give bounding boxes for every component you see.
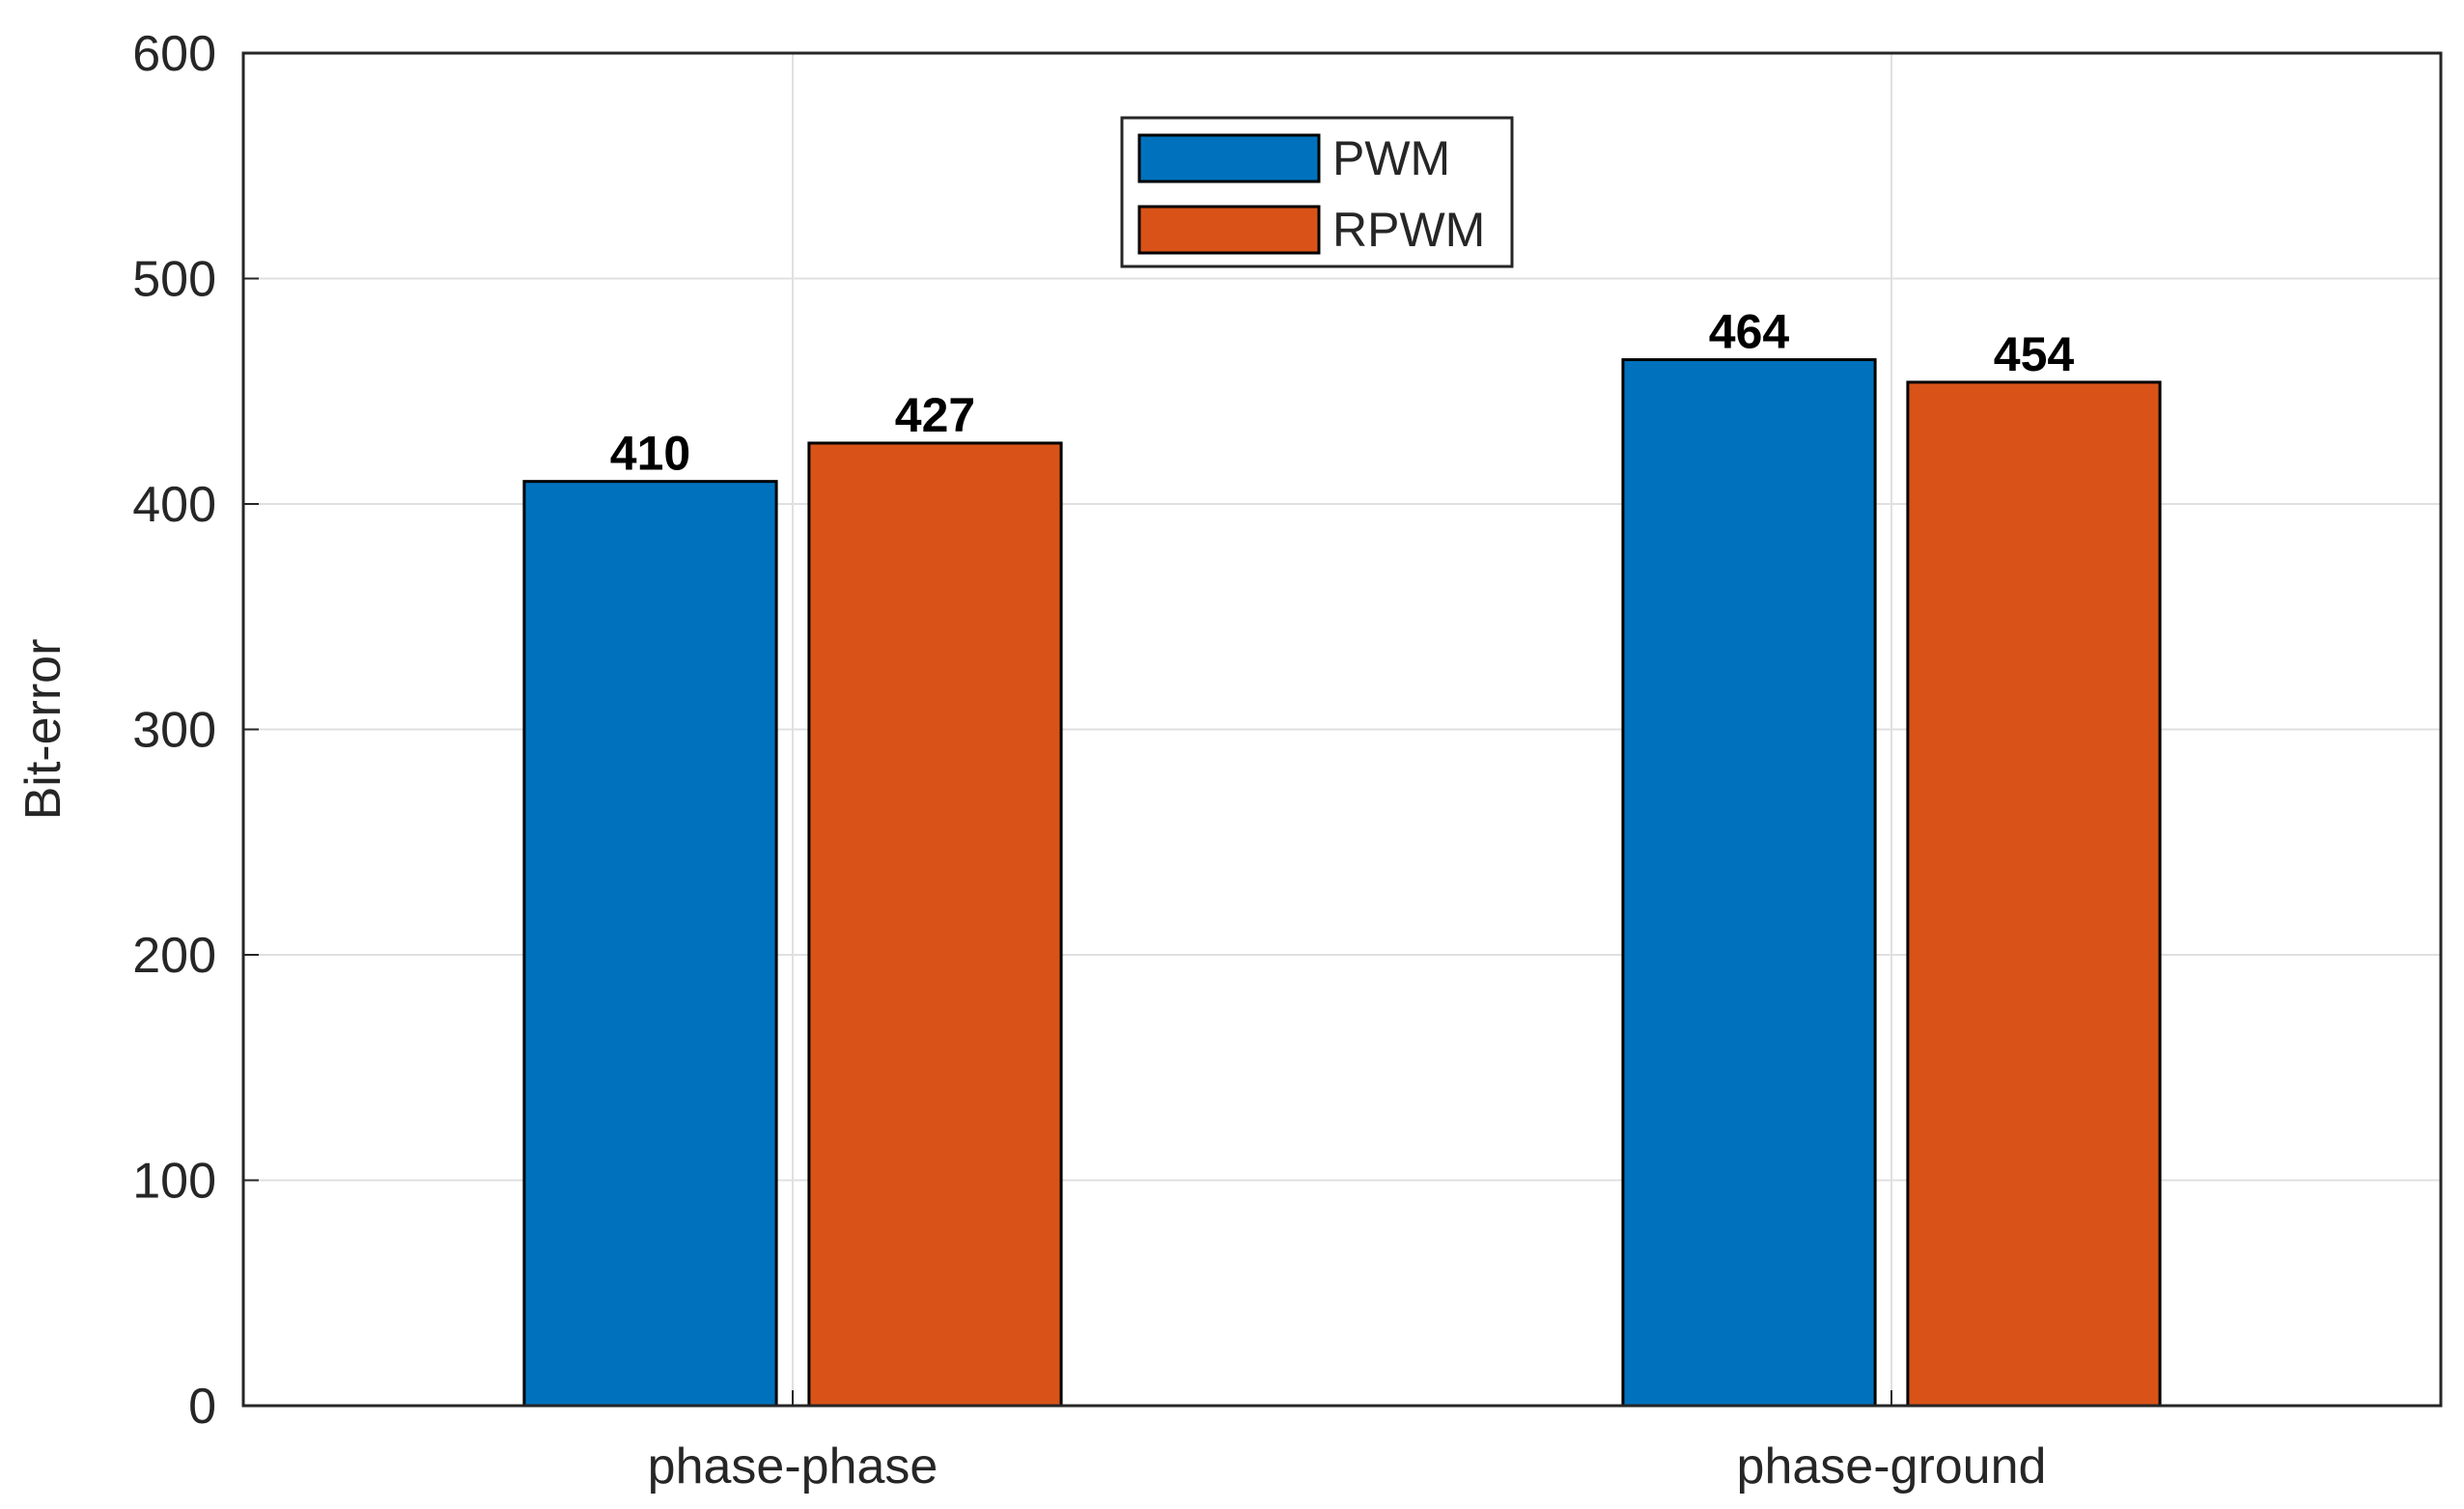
- bars: [522, 358, 2162, 1408]
- y-tick-label: 300: [132, 703, 216, 759]
- data-labels: 410 464 427 454: [610, 305, 2075, 481]
- y-tick-label: 200: [132, 928, 216, 984]
- data-label: 464: [1709, 305, 1790, 359]
- bar-rpwm-phase-phase: [807, 441, 1063, 1408]
- legend-swatch-rpwm: [1137, 205, 1321, 255]
- legend: PWM RPWM: [1120, 116, 1514, 268]
- data-label: 454: [1994, 327, 2075, 381]
- y-tick-label: 600: [132, 26, 216, 82]
- axis-ticks: 0 100 200 300 400 500 600 phase-phase phase-grou…: [132, 26, 2046, 1495]
- y-tick-label: 400: [132, 477, 216, 533]
- data-label: 410: [610, 427, 690, 481]
- legend-label-rpwm: RPWM: [1332, 203, 1485, 257]
- y-axis-label: Bit-error: [15, 639, 71, 821]
- y-tick-label: 100: [132, 1154, 216, 1210]
- data-label: 427: [895, 388, 975, 442]
- x-tick-label: phase-ground: [1737, 1439, 2047, 1495]
- y-tick-label: 500: [132, 252, 216, 308]
- bar-pwm-phase-phase: [522, 480, 778, 1408]
- bar-rpwm-phase-ground: [1906, 380, 2162, 1408]
- bar-pwm-phase-ground: [1621, 358, 1877, 1408]
- x-tick-label: phase-phase: [648, 1439, 938, 1495]
- legend-label-pwm: PWM: [1332, 131, 1450, 185]
- legend-swatch-pwm: [1137, 133, 1321, 183]
- y-tick-label: 0: [188, 1379, 216, 1435]
